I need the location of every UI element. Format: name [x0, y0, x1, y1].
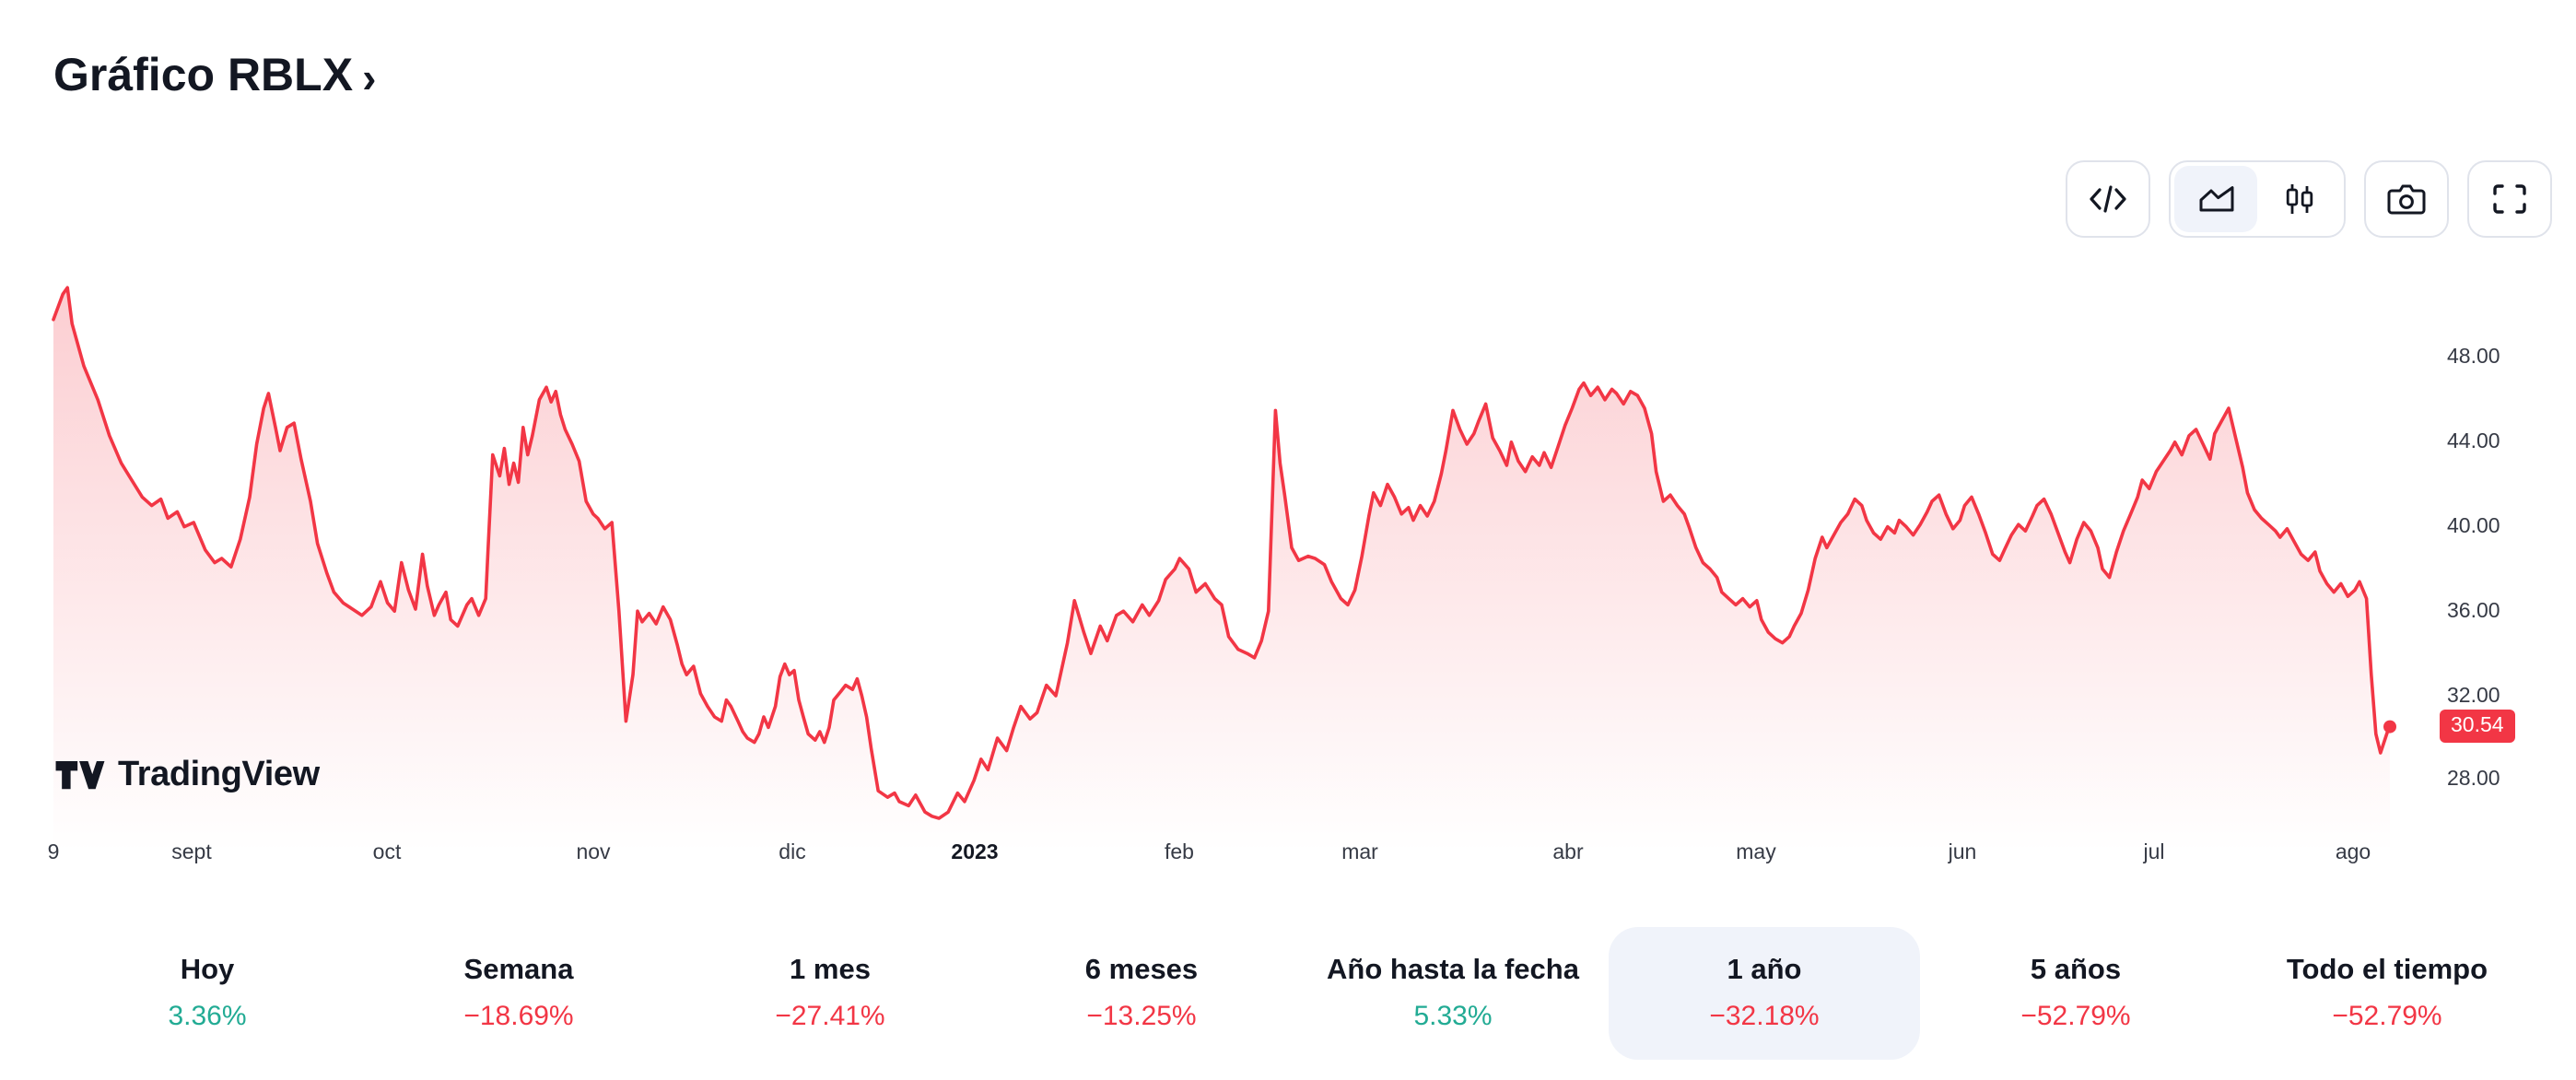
period-change: −52.79% — [2332, 1001, 2442, 1032]
period-selector: Hoy 3.36% Semana −18.69% 1 mes −27.41% 6 meses… — [52, 927, 2543, 1060]
x-axis-label: oct — [372, 842, 402, 864]
chevron-right-icon: › — [362, 53, 377, 101]
x-axis-label: ago — [2335, 842, 2371, 864]
period-change: −13.25% — [1086, 1001, 1197, 1032]
chart-title-link[interactable]: Gráfico RBLX › — [53, 50, 376, 103]
period-año-hasta-la-fecha[interactable]: Año hasta la fecha 5.33% — [1297, 927, 1609, 1060]
chart-toolbar — [2066, 160, 2552, 238]
period-label: 5 años — [2030, 955, 2122, 986]
x-axis-label: 9 — [47, 842, 60, 864]
period-label: 6 meses — [1084, 955, 1199, 986]
x-axis-label: jun — [1948, 842, 1977, 864]
x-axis-label: may — [1736, 842, 1776, 864]
candlestick-icon — [2285, 184, 2313, 214]
y-axis-label: 32.00 — [2447, 686, 2500, 708]
price-axis: 48.00 44.00 40.00 36.00 32.00 28.00 — [2447, 0, 2572, 866]
y-axis-label: 28.00 — [2447, 769, 2500, 791]
period-change: −27.41% — [775, 1001, 885, 1032]
chart-svg — [52, 286, 2396, 851]
x-axis-label: dic — [779, 842, 806, 864]
tradingview-attribution-link[interactable]: TradingView — [55, 756, 320, 796]
x-axis-label: jul — [2143, 842, 2165, 864]
y-axis-label: 44.00 — [2447, 431, 2500, 453]
period-change: −18.69% — [463, 1001, 574, 1032]
style-candles-button[interactable] — [2257, 166, 2340, 232]
x-axis-label: nov — [576, 842, 611, 864]
fullscreen-icon — [2493, 184, 2526, 214]
period-change: 3.36% — [168, 1001, 247, 1032]
period-label: Hoy — [180, 955, 235, 986]
period-semana[interactable]: Semana −18.69% — [363, 927, 674, 1060]
time-axis: 9 sept oct nov dic 2023 feb mar abr may jun jul ago — [0, 840, 2469, 866]
price-area-fill — [53, 288, 2390, 851]
x-axis-label: 2023 — [951, 842, 999, 864]
y-axis-label: 36.00 — [2447, 601, 2500, 623]
fullscreen-button[interactable] — [2467, 160, 2552, 238]
period-label: Semana — [463, 955, 574, 986]
chart-style-switch — [2169, 160, 2346, 238]
period-label: Todo el tiempo — [2286, 955, 2488, 986]
price-chart[interactable] — [0, 0, 2469, 866]
x-axis-label: mar — [1341, 842, 1378, 864]
period-1-mes[interactable]: 1 mes −27.41% — [674, 927, 986, 1060]
x-axis-label: abr — [1552, 842, 1584, 864]
y-axis-label: 40.00 — [2447, 516, 2500, 538]
x-axis-label: feb — [1165, 842, 1194, 864]
x-axis-label: sept — [171, 842, 212, 864]
period-hoy[interactable]: Hoy 3.36% — [52, 927, 363, 1060]
code-icon — [2090, 185, 2126, 213]
period-label: 1 año — [1727, 955, 1802, 986]
area-chart-icon — [2198, 186, 2233, 212]
price-line — [52, 286, 2392, 820]
last-price-dot — [2383, 720, 2396, 734]
camera-icon — [2387, 183, 2426, 214]
y-axis-label: 48.00 — [2447, 346, 2500, 369]
period-6-meses[interactable]: 6 meses −13.25% — [986, 927, 1297, 1060]
period-5-años[interactable]: 5 años −52.79% — [1920, 927, 2231, 1060]
period-change: 5.33% — [1413, 1001, 1493, 1032]
period-change: −52.79% — [2020, 1001, 2131, 1032]
period-todo-el-tiempo[interactable]: Todo el tiempo −52.79% — [2231, 927, 2543, 1060]
snapshot-button[interactable] — [2364, 160, 2449, 238]
page-title: Gráfico RBLX — [53, 50, 354, 101]
code-button[interactable] — [2066, 160, 2150, 238]
period-1-año[interactable]: 1 año −32.18% — [1609, 927, 1920, 1060]
style-area-button[interactable] — [2174, 166, 2257, 232]
tradingview-logo-icon — [55, 760, 105, 789]
period-label: Año hasta la fecha — [1327, 955, 1579, 986]
watermark-text: TradingView — [118, 756, 320, 794]
period-change: −32.18% — [1709, 1001, 1820, 1032]
period-label: 1 mes — [790, 955, 871, 986]
last-price-label: 30.54 — [2440, 710, 2515, 743]
